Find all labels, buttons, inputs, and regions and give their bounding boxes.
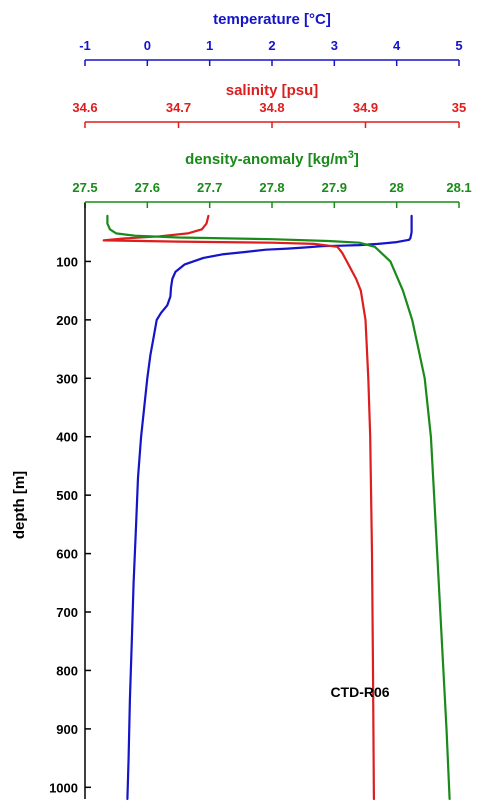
salinity-tick-label: 34.7 xyxy=(166,100,191,115)
salinity-axis-title: salinity [psu] xyxy=(226,82,319,99)
temperature-tick-label: 5 xyxy=(455,38,462,53)
depth-tick-label: 100 xyxy=(56,254,78,269)
salinity-tick-label: 34.6 xyxy=(72,100,97,115)
density-profile-line xyxy=(106,214,451,801)
density-tick-label: 28.1 xyxy=(446,180,471,195)
top-axes: -1 0 1 2 3 4 5 temperature [°C] 34.6 34.7 34.8 34.9… xyxy=(72,11,472,208)
y-axis-label: depth [m] xyxy=(11,471,28,539)
density-tick-label: 28 xyxy=(389,180,403,195)
temperature-tick-label: 2 xyxy=(268,38,275,53)
depth-tick-label: 800 xyxy=(56,663,78,678)
temperature-tick-label: 0 xyxy=(144,38,151,53)
depth-tick-label: 1000 xyxy=(49,780,78,795)
depth-tick-label: 700 xyxy=(56,605,78,620)
temperature-tick-label: 4 xyxy=(393,38,401,53)
density-tick-label: 27.5 xyxy=(72,180,97,195)
salinity-tick-label: 34.8 xyxy=(259,100,284,115)
depth-tick-label: 400 xyxy=(56,430,78,445)
station-label: CTD-R06 xyxy=(330,684,389,700)
density-tick-label: 27.8 xyxy=(259,180,284,195)
temperature-axis-title: temperature [°C] xyxy=(213,11,331,28)
depth-tick-label: 600 xyxy=(56,547,78,562)
temperature-tick-label: 3 xyxy=(331,38,338,53)
salinity-profile-line xyxy=(102,214,375,801)
depth-tick-label: 900 xyxy=(56,722,78,737)
temperature-tick-label: 1 xyxy=(206,38,213,53)
density-tick-label: 27.9 xyxy=(322,180,347,195)
temperature-profile-line xyxy=(126,214,413,801)
salinity-tick-label: 34.9 xyxy=(353,100,378,115)
depth-tick-label: 500 xyxy=(56,488,78,503)
depth-axis: depth [m] 100 200 300 400 500 600 700 800 900 100… xyxy=(11,203,91,799)
depth-tick-label: 200 xyxy=(56,313,78,328)
depth-tick-label: 300 xyxy=(56,371,78,386)
density-tick-label: 27.6 xyxy=(135,180,160,195)
plot-area xyxy=(102,214,451,801)
density-axis-title: density-anomaly [kg/m3] xyxy=(185,149,359,168)
salinity-tick-label: 35 xyxy=(452,100,466,115)
density-tick-label: 27.7 xyxy=(197,180,222,195)
temperature-tick-label: -1 xyxy=(79,38,91,53)
